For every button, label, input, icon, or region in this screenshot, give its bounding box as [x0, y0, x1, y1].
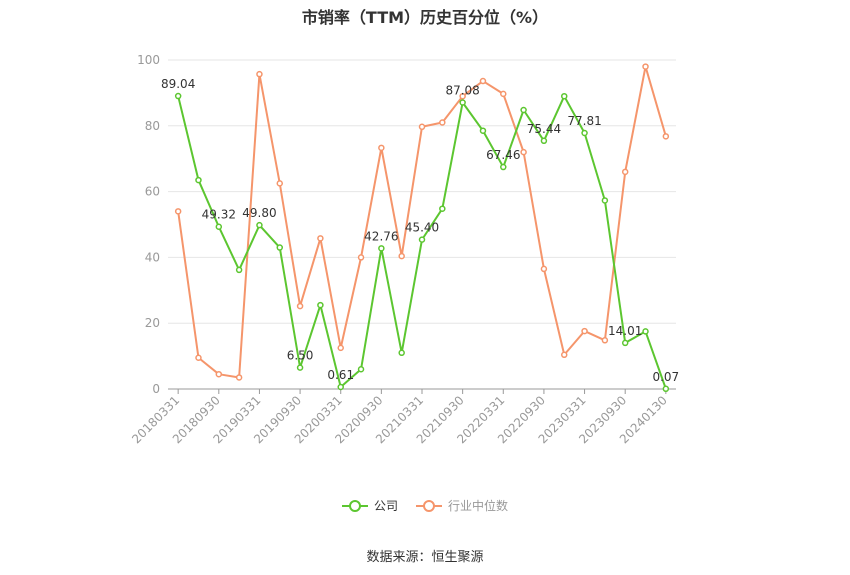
data-label: 42.76 — [364, 229, 398, 243]
data-point-industry-median — [337, 344, 344, 352]
legend-marker-company — [341, 499, 368, 513]
data-point-industry-median — [235, 374, 243, 381]
data-label: 0.07 — [652, 370, 679, 384]
data-point-company — [540, 137, 548, 145]
data-point-company — [276, 244, 284, 251]
data-point-company — [174, 92, 182, 100]
data-point-company — [195, 176, 202, 184]
data-label: 75.44 — [527, 122, 561, 136]
data-point-industry-median — [398, 252, 405, 260]
data-labels: 89.04 49.32 49.80 6.50 0.61 42.76 45.40 87.08 67… — [161, 77, 679, 384]
data-label: 14.01 — [608, 324, 642, 338]
series-lines — [174, 63, 670, 393]
data-point-industry-median — [378, 144, 385, 152]
data-point-industry-median — [459, 92, 466, 100]
data-source: 数据来源：恒生聚源 — [366, 550, 484, 565]
y-tick-label: 100 — [137, 53, 160, 67]
data-label: 49.80 — [242, 206, 276, 220]
data-label: 87.08 — [445, 84, 479, 98]
data-label: 67.46 — [486, 148, 520, 162]
data-point-industry-median — [256, 70, 263, 78]
data-point-industry-median — [439, 119, 446, 126]
data-label: 77.81 — [567, 114, 601, 128]
data-point-company — [642, 328, 649, 335]
data-point-industry-median — [662, 133, 670, 140]
data-label: 49.32 — [202, 208, 236, 222]
legend-item-industry-median[interactable]: 行业中位数 — [416, 497, 508, 514]
data-point-industry-median — [479, 77, 487, 85]
data-point-company — [520, 106, 527, 114]
y-tick-label: 60 — [145, 185, 160, 199]
data-point-industry-median — [560, 351, 568, 359]
data-point-industry-median — [520, 148, 527, 156]
data-point-company — [317, 301, 324, 309]
legend-dot-industry-median — [423, 499, 435, 512]
data-point-company — [235, 266, 243, 274]
data-point-company — [337, 383, 344, 391]
data-point-company — [621, 339, 629, 347]
data-point-company — [601, 197, 609, 204]
data-point-company — [357, 366, 365, 373]
data-point-company — [256, 221, 263, 229]
data-point-company — [581, 129, 588, 137]
data-point-company — [560, 92, 568, 100]
data-point-industry-median — [540, 265, 548, 273]
legend-marker-industry-median — [416, 499, 442, 513]
data-point-company — [296, 364, 304, 371]
y-tick-label: 40 — [145, 250, 160, 264]
y-tick-label: 80 — [145, 119, 160, 133]
data-point-company — [378, 245, 385, 252]
chart-title: 市销率（TTM）历史百分位（%） — [301, 8, 549, 27]
y-tick-label: 20 — [145, 316, 160, 330]
data-point-company — [662, 385, 670, 393]
data-point-industry-median — [621, 168, 629, 176]
data-point-industry-median — [642, 63, 649, 70]
y-tick-label: 0 — [152, 382, 160, 396]
data-point-company — [500, 163, 507, 171]
data-point-industry-median — [174, 208, 182, 215]
data-point-industry-median — [418, 123, 426, 131]
data-point-industry-median — [601, 337, 609, 344]
legend: 公司 行业中位数 — [0, 497, 850, 514]
data-point-company — [479, 127, 487, 134]
x-axis: 2018033120180930201903312019093020200331… — [129, 388, 676, 446]
data-point-industry-median — [276, 180, 284, 187]
data-point-industry-median — [581, 327, 588, 335]
data-point-company — [439, 205, 446, 212]
data-point-company — [459, 99, 466, 106]
data-point-industry-median — [357, 254, 365, 261]
data-point-industry-median — [215, 370, 223, 378]
data-label: 0.61 — [327, 368, 354, 382]
data-point-company — [418, 236, 426, 243]
legend-dot-company — [348, 499, 361, 512]
y-axis-tick-labels: 0 20 40 60 80 100 — [137, 53, 160, 396]
legend-label-company: 公司 — [373, 499, 398, 513]
data-point-industry-median — [500, 90, 507, 98]
data-label: 45.40 — [405, 221, 439, 235]
grid-lines — [168, 59, 676, 324]
data-label: 6.50 — [287, 349, 314, 363]
data-label: 89.04 — [161, 77, 195, 91]
legend-item-company[interactable]: 公司 — [341, 497, 398, 514]
data-point-industry-median — [195, 354, 202, 361]
data-point-industry-median — [317, 235, 324, 242]
data-point-company — [215, 223, 223, 230]
data-point-company — [398, 349, 405, 357]
legend-label-industry-median: 行业中位数 — [448, 499, 509, 513]
data-point-industry-median — [296, 302, 304, 310]
